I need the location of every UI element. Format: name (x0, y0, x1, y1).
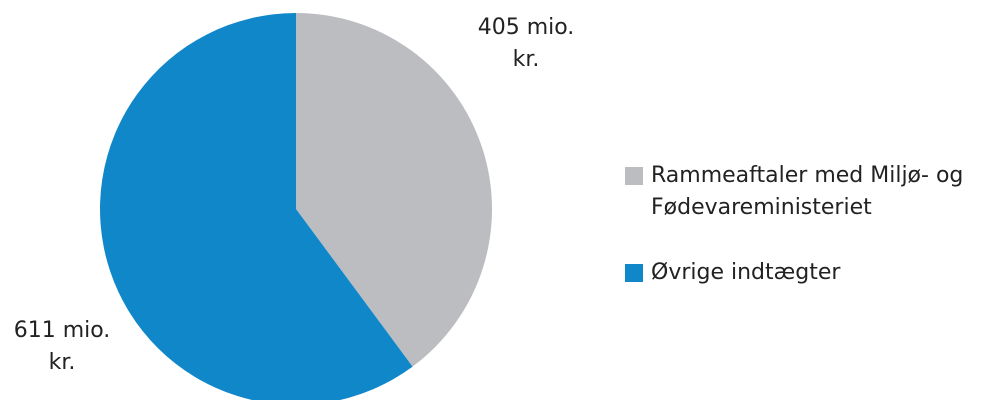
legend-label: Øvrige indtægter (651, 260, 841, 285)
legend-swatch (625, 264, 643, 282)
legend-item: Rammeaftaler med Miljø- og Fødevareminis… (625, 160, 981, 224)
legend-swatch (625, 167, 643, 185)
data-label: 611 mio. kr. (13, 318, 111, 375)
pie-slice (100, 13, 413, 400)
legend-label: Rammeaftaler med Miljø- og Fødevareminis… (651, 163, 964, 220)
data-label: 405 mio. kr. (477, 15, 575, 72)
pie-slice (296, 13, 493, 367)
legend-item: Øvrige indtægter (625, 257, 981, 289)
